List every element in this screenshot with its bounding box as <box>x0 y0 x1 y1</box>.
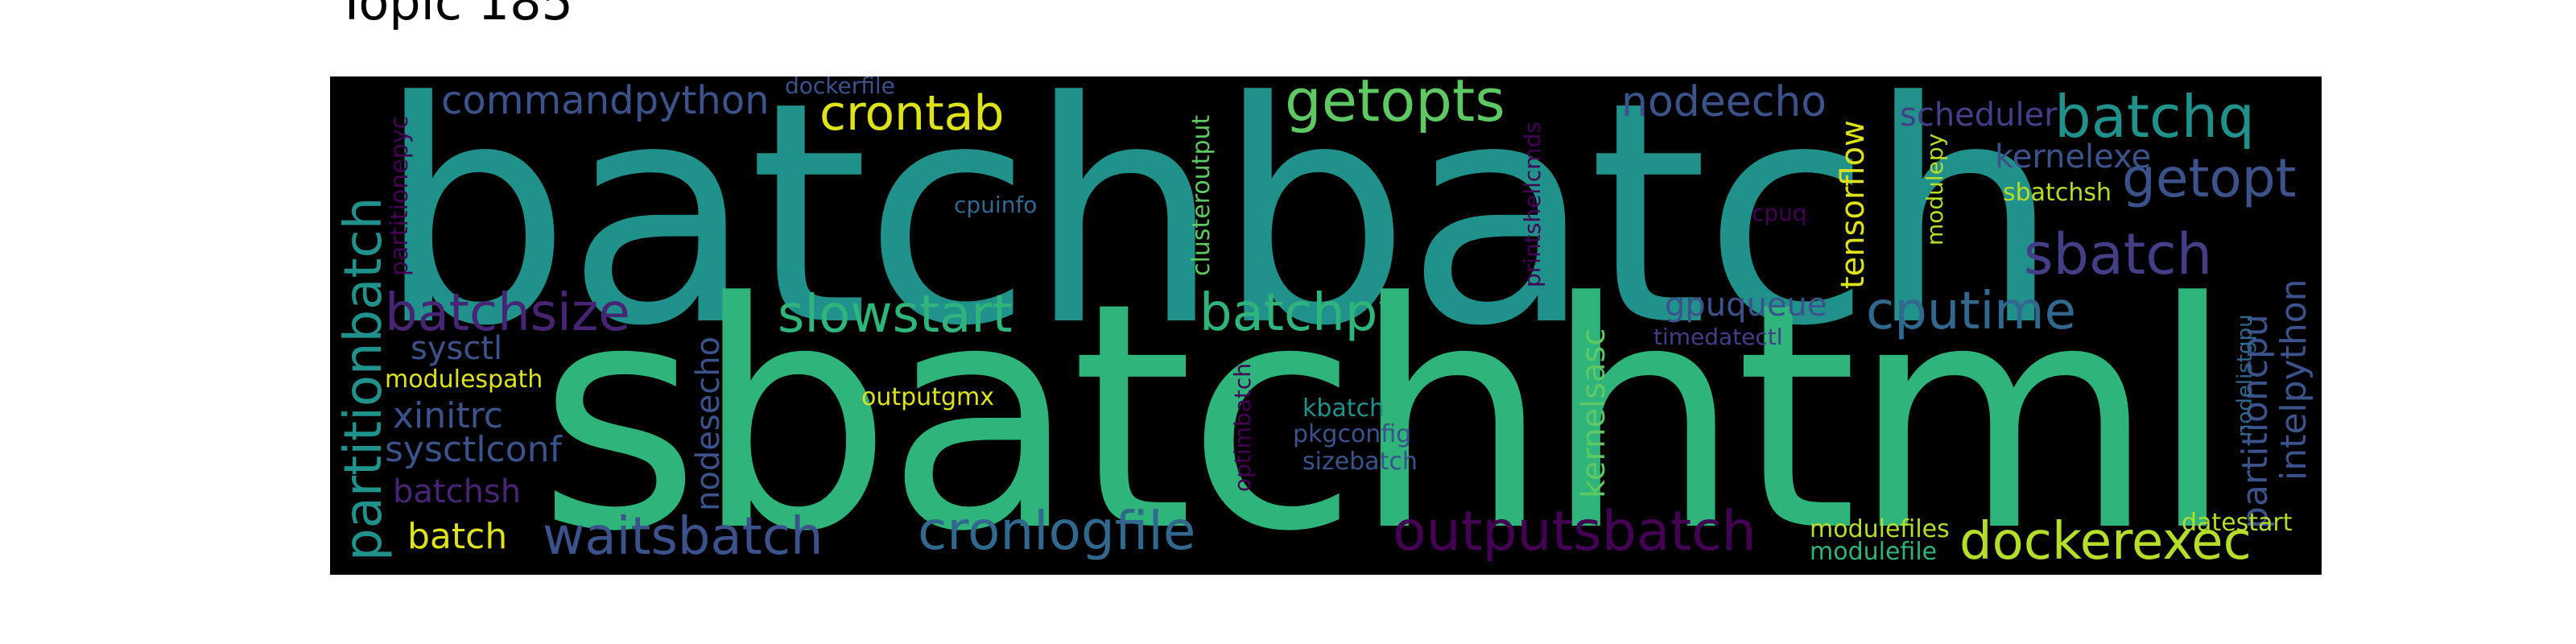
word-timedatectl: timedatectl <box>1653 324 1783 350</box>
word-clusteroutput: clusteroutput <box>1187 114 1216 276</box>
word-dockerfile: dockerfile <box>785 76 895 99</box>
word-pkgconfig: pkgconfig <box>1293 420 1412 448</box>
word-sbatch: sbatch <box>2024 221 2213 287</box>
word-sizebatch: sizebatch <box>1302 448 1418 476</box>
word-getopt: getopt <box>2122 147 2297 209</box>
word-sbatchsh: sbatchsh <box>2003 179 2112 207</box>
word-outputgmx: outputgmx <box>861 383 994 411</box>
word-tensorflow: tensorflow <box>1835 120 1872 289</box>
word-datestart: datestart <box>2182 509 2293 537</box>
word-cpuinfo: cpuinfo <box>954 192 1038 218</box>
word-cpuq: cpuq <box>1752 200 1807 226</box>
word-waitsbatch: waitsbatch <box>543 507 824 567</box>
word-slowstart: slowstart <box>778 285 1013 345</box>
word-partitionbatch: partitionbatch <box>334 196 394 561</box>
word-crontab: crontab <box>819 85 1005 142</box>
word-sysctlconf: sysctlconf <box>385 429 563 470</box>
word-xinitrc: xinitrc <box>393 395 503 436</box>
word-batchbatch: batchbatch <box>377 76 2061 393</box>
word-printshellcmds: printshellcmds <box>1519 122 1546 287</box>
word-modulespath: modulespath <box>385 365 543 394</box>
word-intelpython: intelpython <box>2273 279 2314 481</box>
word-batchpy: batchpy <box>1199 283 1409 343</box>
word-batchsh: batchsh <box>393 473 522 510</box>
word-optimbatch: optimbatch <box>1229 363 1256 492</box>
word-batchq: batchq <box>2054 83 2255 151</box>
word-sbatchhtml: sbatchhtml <box>538 236 2235 575</box>
word-kernelexe: kernelexe <box>1995 138 2152 175</box>
word-cloud: batchbatch sbatchhtml partitionbatch par… <box>330 76 2322 575</box>
word-modulepy: modulepy <box>1922 133 1948 246</box>
word-scheduler: scheduler <box>1900 97 2058 134</box>
word-getopts: getopts <box>1285 76 1505 134</box>
figure-title: Topic 185 <box>336 0 573 31</box>
word-modulefiles: modulefiles <box>1810 515 1950 543</box>
word-commandpython: commandpython <box>441 78 770 123</box>
word-dockerexec: dockerexec <box>1959 512 2252 572</box>
word-outputsbatch: outputsbatch <box>1393 500 1757 564</box>
word-nodelistgpu: nodelistgpu <box>2233 314 2257 437</box>
word-sysctl: sysctl <box>411 330 503 367</box>
word-nodeecho: nodeecho <box>1621 78 1827 126</box>
word-partitionepyc: partitionepyc <box>386 115 414 276</box>
word-cronlogfile: cronlogfile <box>918 500 1196 562</box>
word-gpuqueue: gpuqueue <box>1665 287 1827 324</box>
word-kbatch: kbatch <box>1302 394 1385 423</box>
word-cputime: cputime <box>1866 282 2076 341</box>
word-nodesecho: nodesecho <box>690 336 727 511</box>
word-batch: batch <box>407 516 508 557</box>
word-modulefile: modulefile <box>1810 538 1938 566</box>
word-kernelsasc: kernelsasc <box>1575 328 1612 498</box>
word-batchsize: batchsize <box>385 283 630 343</box>
